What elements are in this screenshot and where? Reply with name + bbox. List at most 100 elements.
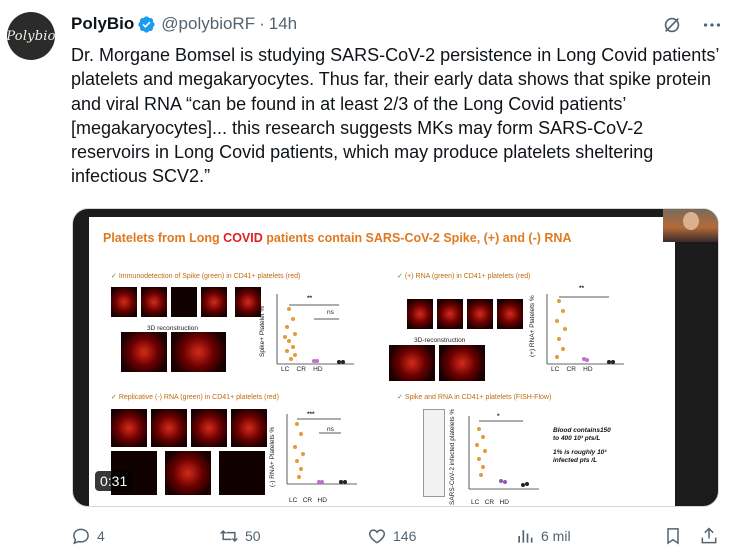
bookmark-icon <box>667 528 679 545</box>
webcam-overlay <box>663 209 718 242</box>
panel-1-groups: LC CR HD <box>281 366 323 373</box>
tweet-actions: 4 50 146 6 mil <box>71 524 721 550</box>
group-label: LC <box>281 366 290 373</box>
panel-3-groups: LC CR HD <box>289 497 327 504</box>
panel-1-ylabel: Spike+ Platelet % <box>259 305 266 357</box>
panel-2-sub: 3D-reconstruction <box>414 337 466 344</box>
note-line: infected pts /L <box>553 457 598 464</box>
slide-title: Platelets from Long COVID patients conta… <box>103 231 571 245</box>
like-count: 146 <box>393 528 417 544</box>
grok-icon[interactable] <box>661 14 683 36</box>
panel-2-plot <box>546 294 624 365</box>
panel-1-ns: ns <box>327 309 334 316</box>
panel-3-sig: *** <box>307 411 315 418</box>
share-button[interactable] <box>699 526 719 546</box>
micro-image <box>231 409 267 447</box>
author-name[interactable]: PolyBio <box>71 14 135 33</box>
micro-image <box>111 409 147 447</box>
header-actions <box>661 14 723 36</box>
tweet-text: Dr. Morgane Bomsel is studying SARS-CoV-… <box>71 45 719 187</box>
group-label: HD <box>499 499 509 506</box>
micro-image <box>191 409 227 447</box>
micro-image <box>111 287 137 317</box>
panel-2-ylabel: (+) RNA+ Platelets % <box>529 295 536 357</box>
micro-image <box>235 287 261 317</box>
share-icon <box>701 527 717 544</box>
panel-2-title: (+) RNA (green) in CD41+ platelets (red) <box>397 272 531 280</box>
flow-plots <box>423 409 445 497</box>
panel-4-ylabel: SARS-CoV-2 infected platelets % <box>449 408 456 505</box>
group-label: LC <box>471 499 480 506</box>
note-line: Blood contains150 <box>553 427 611 434</box>
micro-image <box>151 409 187 447</box>
micro-image <box>201 287 227 317</box>
analytics-icon <box>518 530 533 543</box>
panel-1-title: Immunodetection of Spike (green) in CD41… <box>111 272 301 280</box>
group-label: CR <box>302 497 313 504</box>
group-label: CR <box>296 366 306 373</box>
panel-3-ylabel: (-) RNA+ Platelets % <box>269 426 276 487</box>
note-line: to 400 10³ pts/L <box>553 435 601 442</box>
view-count: 6 mil <box>541 528 571 544</box>
panel-2-groups: LC CR HD <box>551 366 593 373</box>
panel-4-groups: LC CR HD <box>471 499 509 506</box>
group-label: LC <box>551 366 560 373</box>
panel-4-title: Spike and RNA in CD41+ platelets (FISH-F… <box>397 393 551 401</box>
video-player[interactable]: Platelets from Long COVID patients conta… <box>72 208 719 507</box>
speaker-face <box>683 212 699 230</box>
panel-4-plot <box>468 416 539 490</box>
tweet-header: PolyBio @polybioRF · 14h <box>71 12 297 36</box>
micro-image <box>171 287 197 317</box>
timestamp[interactable]: 14h <box>268 14 298 33</box>
reply-icon <box>73 528 89 545</box>
panel-2-sig: ** <box>579 285 585 292</box>
like-button[interactable]: 146 <box>367 526 416 546</box>
micro-image <box>141 287 167 317</box>
micro-3d-image <box>389 345 435 381</box>
author-handle[interactable]: @polybioRF <box>161 14 256 33</box>
verified-badge-icon <box>138 15 155 33</box>
micro-3d-image <box>171 332 226 372</box>
panel-3-plot <box>286 414 357 485</box>
repost-button[interactable]: 50 <box>219 526 261 546</box>
repost-count: 50 <box>245 528 261 544</box>
group-label: HD <box>583 366 593 373</box>
note-line: 1% is roughly 10³ <box>553 449 607 456</box>
reply-button[interactable]: 4 <box>71 526 105 546</box>
slide-title-rest: patients contain SARS-CoV-2 Spike, (+) a… <box>262 231 572 245</box>
reply-count: 4 <box>97 528 105 544</box>
slide-title-from-long: from Long <box>154 231 224 245</box>
avatar-logo-text: Polybio <box>7 28 55 44</box>
micro-3d-image <box>165 451 211 495</box>
micro-image <box>467 299 493 329</box>
panel-3-ns: ns <box>327 426 334 433</box>
slide-title-platelets: Platelets <box>103 231 155 245</box>
panel-4-sig: * <box>497 413 500 420</box>
panel-1-sig: ** <box>307 295 313 302</box>
micro-3d-image <box>121 332 167 372</box>
slide-title-covid: COVID <box>223 231 263 245</box>
micro-image <box>497 299 523 329</box>
panel-1-plot <box>276 294 354 365</box>
repost-icon <box>220 529 238 543</box>
panel-3-title: Replicative (-) RNA (green) in CD41+ pla… <box>111 393 279 401</box>
separator-dot: · <box>259 14 265 33</box>
group-label: CR <box>484 499 495 506</box>
panel-1-sub: 3D reconstruction <box>147 325 198 332</box>
group-label: HD <box>313 366 323 373</box>
group-label: HD <box>317 497 327 504</box>
video-duration-badge: 0:31 <box>95 471 133 491</box>
micro-image <box>407 299 433 329</box>
bookmark-button[interactable] <box>663 526 683 546</box>
panel-4-note: Blood contains150 to 400 10³ pts/L 1% is… <box>553 427 611 465</box>
presentation-slide: Platelets from Long COVID patients conta… <box>89 217 675 506</box>
micro-image <box>437 299 463 329</box>
micro-3d-image <box>439 345 485 381</box>
group-label: CR <box>566 366 576 373</box>
avatar[interactable]: Polybio <box>7 12 55 60</box>
heart-icon <box>368 529 386 544</box>
views-button[interactable]: 6 mil <box>515 526 571 546</box>
more-icon[interactable] <box>701 14 723 36</box>
group-label: LC <box>289 497 298 504</box>
